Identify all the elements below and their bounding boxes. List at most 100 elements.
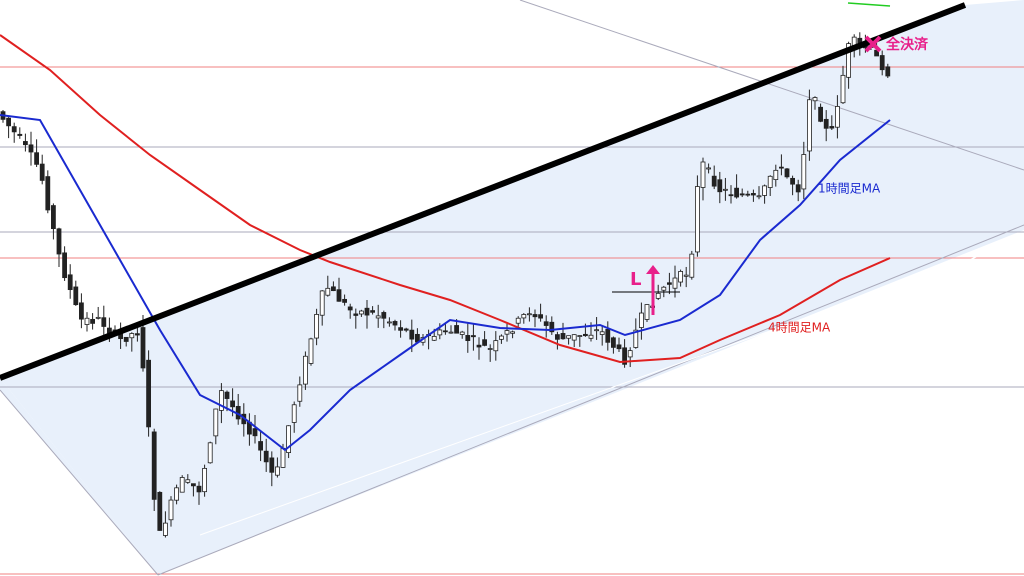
candle-body [162,522,168,536]
candle-body [190,483,196,487]
candle-body [678,271,683,283]
candle-body [28,144,34,153]
candle-body [644,304,650,320]
candle-body [224,391,230,399]
candle-body [543,321,549,326]
candle-body [442,330,448,333]
candle-body [431,336,437,341]
candle-body [381,312,387,319]
candle-body [454,325,460,334]
candle-body [885,66,891,77]
trend-line [157,224,1024,576]
ma-1h-label: 1時間足MA [818,182,881,196]
candle-body [302,355,308,385]
candle-body [571,334,577,341]
candle-body [745,193,751,196]
candle-body [762,185,767,196]
candle-body [840,74,846,104]
candle-body [790,177,795,185]
resistance-line [0,2,967,381]
candle-body [493,340,499,352]
candle-body [146,359,152,428]
candle-body [56,228,62,255]
candle-body [39,163,45,181]
candle-body [555,334,560,340]
candle-body [689,253,695,278]
candle-body [6,117,11,127]
candle-body [588,334,594,339]
candle-body [756,195,762,198]
candle-body [835,106,840,128]
candle-body [386,321,392,324]
candle-body [291,404,297,423]
candles [0,32,891,538]
candle-body [263,450,269,463]
candle-body [605,328,611,343]
candle-body [196,485,202,493]
candle-body [773,169,779,181]
candle-body [364,307,370,316]
candle-body [101,317,107,327]
candle-body [616,344,622,350]
candle-body [695,186,700,253]
candle-body [706,167,711,170]
candle-body [62,252,67,279]
trend-line [199,239,1024,536]
candle-body [655,292,661,299]
candle-body [751,193,756,196]
candle-body [470,335,476,338]
candle-body [829,126,835,129]
candle-body [297,384,303,402]
candle-body [504,330,510,335]
candle-body [330,286,336,292]
candle-body [392,321,398,326]
candle-body [17,133,23,136]
exit-mark [864,35,882,53]
candle-body [79,302,84,320]
candle-body [202,467,208,493]
candle-body [336,289,342,302]
candle-body [611,337,616,348]
candle-body [717,179,723,193]
candle-body [157,491,163,531]
candle-body [286,425,292,453]
candle-body [319,290,325,316]
candle-body [700,161,706,188]
candle-body [185,479,191,483]
candle-body [358,310,364,315]
candle-body [476,344,482,348]
entry-label: L [630,269,641,290]
candle-body [325,287,331,296]
candle-body [437,329,443,336]
candle-body [538,314,543,319]
candle-body [583,333,588,337]
candle-body [448,331,454,334]
candle-body [627,350,633,358]
candle-body [560,333,566,340]
candle-body [258,441,264,451]
candle-body [403,328,409,331]
candle-body [134,333,140,336]
candle-body [667,282,672,285]
candle-body [661,286,667,291]
candle-body [723,188,728,191]
candle-body [739,193,745,196]
candle-body [123,336,129,342]
marker [847,2,891,7]
candle-body [347,306,353,311]
candle-body [84,317,90,325]
channel-fill [0,378,158,575]
candle-body [11,126,17,133]
ma-4h-label: 4時間足MA [768,321,831,335]
candle-body [308,338,314,364]
candle-body [633,329,639,348]
candle-body [812,97,818,102]
candle-body [314,314,320,339]
candle-body [151,431,157,500]
candle-body [274,466,280,476]
candle-body [22,141,28,146]
entry-arrow [646,265,660,274]
candle-body [639,312,644,328]
candle-body [527,313,532,316]
